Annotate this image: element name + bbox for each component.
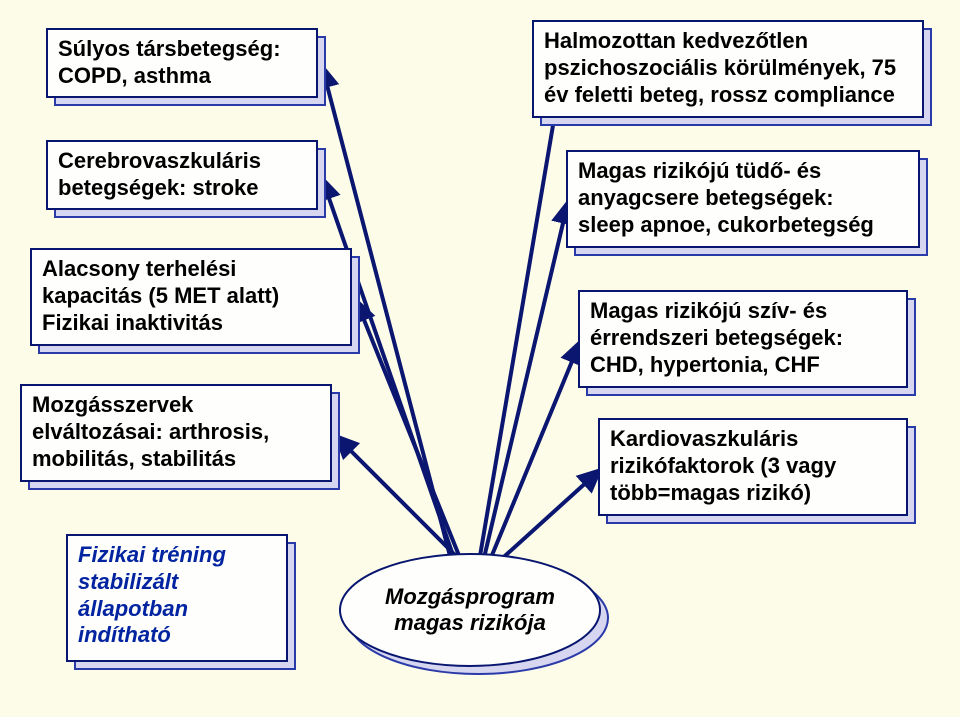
right1-line: Halmozottan kedvezőtlen <box>544 28 912 55</box>
left3-line: kapacitás (5 MET alatt) <box>42 283 340 310</box>
left4-line: Mozgásszervek <box>32 392 320 419</box>
left5-box: Fizikai tréningstabilizáltállapotbanindí… <box>66 534 288 662</box>
left2-line: betegségek: stroke <box>58 175 306 202</box>
right2-line: anyagcsere betegségek: <box>578 185 908 212</box>
right1-box: Halmozottan kedvezőtlenpszichoszociális … <box>532 20 924 118</box>
right3-line: érrendszeri betegségek: <box>590 325 896 352</box>
right1-line: pszichoszociális körülmények, 75 <box>544 55 912 82</box>
right3-line: Magas rizikójú szív- és <box>590 298 896 325</box>
left1-line: Súlyos társbetegség: <box>58 36 306 63</box>
left3-line: Fizikai inaktivitás <box>42 310 340 337</box>
right4-line: rizikófaktorok (3 vagy <box>610 453 896 480</box>
right2-line: sleep apnoe, cukorbetegség <box>578 212 908 239</box>
left4-line: mobilitás, stabilitás <box>32 446 320 473</box>
right4-line: több=magas rizikó) <box>610 480 896 507</box>
left3-box: Alacsony terhelésikapacitás (5 MET alatt… <box>30 248 352 346</box>
right1-line: év feletti beteg, rossz compliance <box>544 82 912 109</box>
right3-box: Magas rizikójú szív- ésérrendszeri beteg… <box>578 290 908 388</box>
left3-line: Alacsony terhelési <box>42 256 340 283</box>
left5-line: indítható <box>78 622 276 649</box>
left5-line: állapotban <box>78 596 276 623</box>
center-ellipse: Mozgásprogrammagas rizikója <box>340 554 600 666</box>
left5-line: Fizikai tréning <box>78 542 276 569</box>
left2-box: Cerebrovaszkulárisbetegségek: stroke <box>46 140 318 210</box>
left4-box: Mozgásszervekelváltozásai: arthrosis,mob… <box>20 384 332 482</box>
center-ellipse-line: Mozgásprogram <box>385 584 555 610</box>
center-ellipse-line: magas rizikója <box>385 610 555 636</box>
right4-line: Kardiovaszkuláris <box>610 426 896 453</box>
left2-line: Cerebrovaszkuláris <box>58 148 306 175</box>
right4-box: Kardiovaszkulárisrizikófaktorok (3 vagyt… <box>598 418 908 516</box>
left5-line: stabilizált <box>78 569 276 596</box>
right2-line: Magas rizikójú tüdő- és <box>578 158 908 185</box>
right3-line: CHD, hypertonia, CHF <box>590 352 896 379</box>
left1-box: Súlyos társbetegség:COPD, asthma <box>46 28 318 98</box>
right2-box: Magas rizikójú tüdő- ésanyagcsere betegs… <box>566 150 920 248</box>
left4-line: elváltozásai: arthrosis, <box>32 419 320 446</box>
left1-line: COPD, asthma <box>58 63 306 90</box>
